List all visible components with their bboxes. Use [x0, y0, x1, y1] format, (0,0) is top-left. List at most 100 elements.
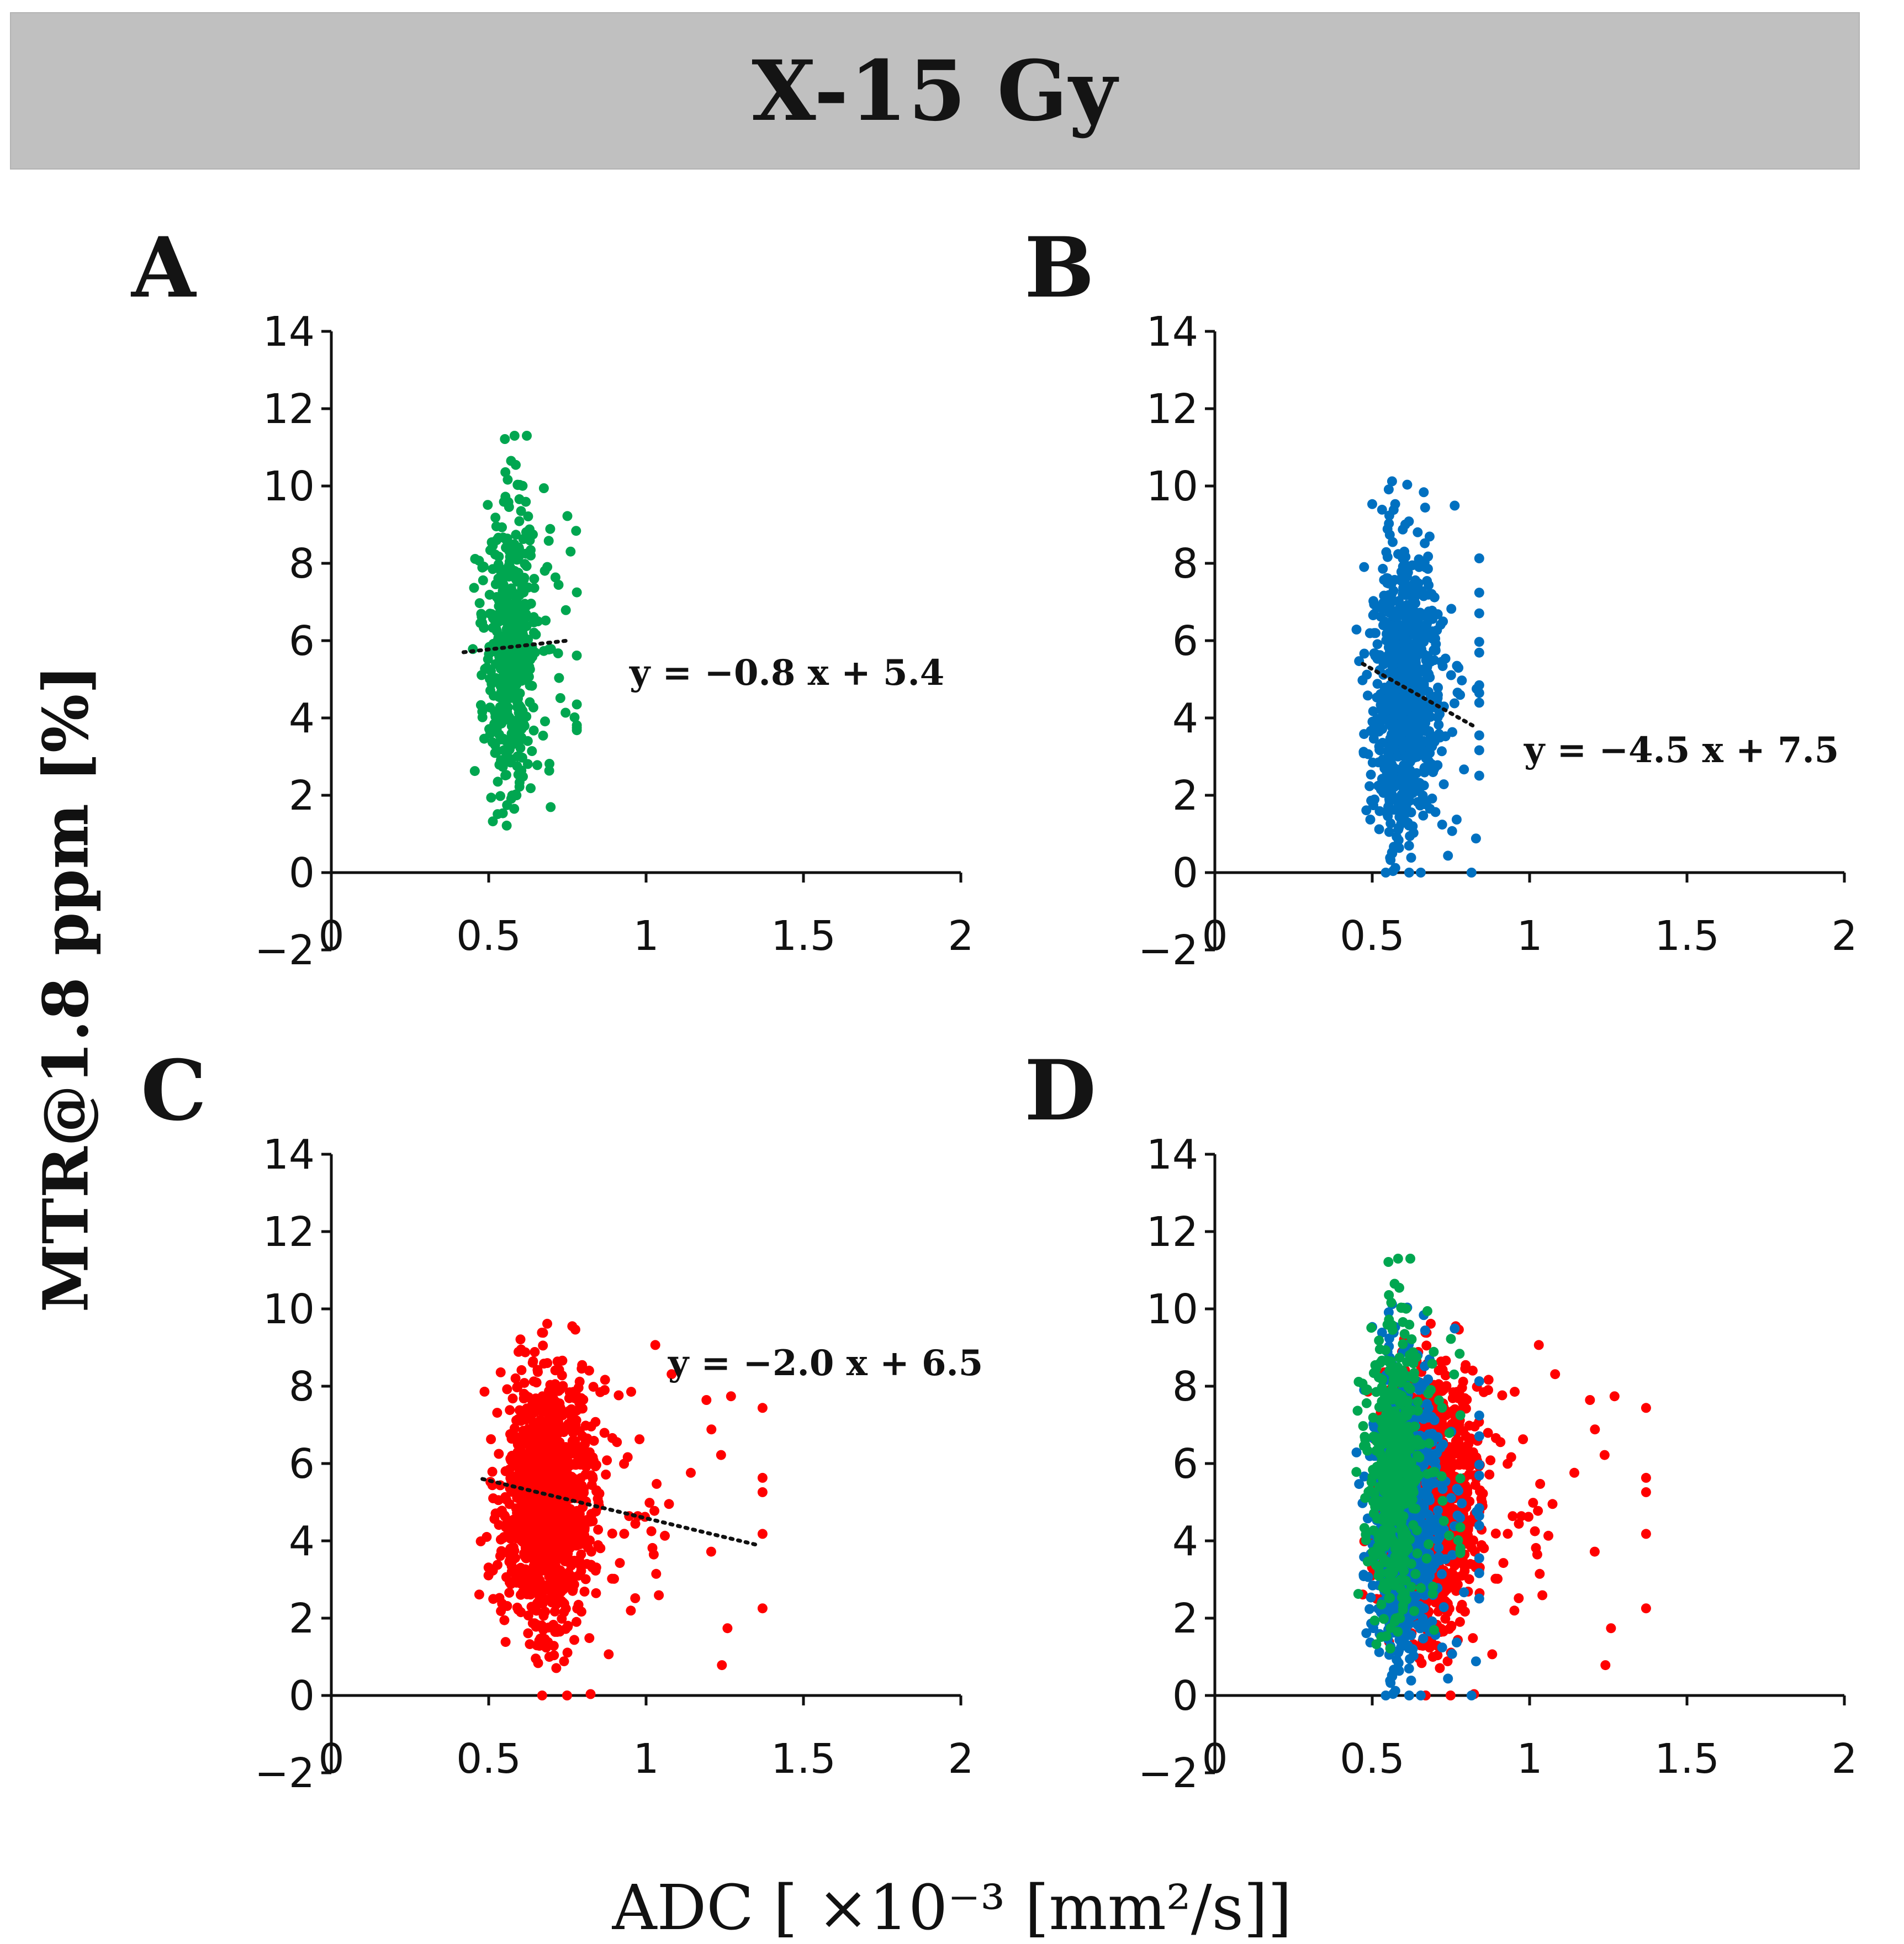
- data-point: [563, 511, 573, 521]
- data-point: [1418, 589, 1427, 599]
- data-point: [1416, 645, 1426, 654]
- data-point: [1399, 765, 1409, 775]
- data-point: [570, 1325, 580, 1335]
- data-point: [1365, 628, 1375, 638]
- data-point: [572, 1617, 581, 1627]
- data-point: [1493, 1574, 1503, 1584]
- y-tick-label: 10: [263, 1286, 315, 1333]
- data-point: [1384, 827, 1394, 837]
- data-point: [477, 707, 487, 717]
- data-point: [1416, 868, 1426, 878]
- data-point: [1387, 633, 1397, 643]
- data-point: [1403, 818, 1413, 828]
- data-point: [577, 1531, 587, 1541]
- data-point: [1427, 794, 1437, 804]
- data-point: [1406, 1676, 1416, 1686]
- data-point: [484, 724, 494, 734]
- data-point: [577, 1360, 587, 1370]
- data-point: [1382, 685, 1392, 695]
- data-point: [508, 1393, 518, 1403]
- data-point: [1405, 1654, 1415, 1664]
- data-point: [525, 1460, 535, 1470]
- data-point: [630, 1593, 640, 1603]
- data-point: [551, 1560, 560, 1570]
- data-point: [1352, 625, 1362, 635]
- data-point: [1474, 1594, 1484, 1604]
- y-tick-label: 14: [1146, 1131, 1198, 1179]
- data-point: [577, 1449, 587, 1459]
- data-point: [584, 1633, 594, 1643]
- data-point: [1468, 1633, 1478, 1643]
- y-tick-label: 12: [263, 385, 315, 433]
- data-point: [567, 1559, 577, 1569]
- data-point: [510, 662, 520, 672]
- data-point: [1362, 670, 1372, 680]
- data-point: [1474, 648, 1484, 658]
- y-tick-label: 0: [289, 849, 315, 897]
- x-tick-label: 0: [1202, 912, 1228, 960]
- y-tick-label: 14: [263, 308, 315, 356]
- data-point: [498, 809, 508, 818]
- data-point: [1402, 480, 1412, 490]
- data-point: [1418, 811, 1428, 821]
- data-point: [1531, 1543, 1541, 1553]
- data-point: [1361, 1628, 1371, 1638]
- data-point: [1420, 503, 1430, 513]
- data-point: [1384, 579, 1394, 589]
- data-point: [564, 1568, 574, 1578]
- data-point: [511, 460, 521, 470]
- data-point: [483, 500, 493, 510]
- data-point: [518, 772, 528, 781]
- data-point: [1419, 487, 1429, 497]
- data-point: [1548, 1499, 1558, 1509]
- data-point: [1366, 815, 1376, 825]
- data-point: [1432, 760, 1442, 770]
- data-point: [586, 1547, 596, 1557]
- data-point: [758, 1529, 768, 1539]
- data-point: [514, 516, 524, 526]
- data-point: [758, 1603, 768, 1613]
- data-point: [590, 1461, 600, 1471]
- data-point: [1374, 825, 1384, 834]
- data-point: [544, 1572, 554, 1582]
- y-tick-label: 10: [1146, 1286, 1198, 1333]
- data-point: [1408, 561, 1418, 570]
- data-point: [500, 492, 510, 501]
- y-tick-label: 8: [1172, 1363, 1198, 1411]
- data-point: [1427, 1412, 1437, 1422]
- data-point: [570, 712, 580, 722]
- y-tick-label: 2: [289, 772, 315, 820]
- data-point: [722, 1623, 732, 1633]
- data-point: [1483, 1428, 1493, 1438]
- data-point: [521, 1413, 531, 1423]
- data-point: [607, 1529, 617, 1539]
- data-point: [1404, 1663, 1414, 1673]
- data-point: [1432, 1448, 1442, 1458]
- data-point: [563, 1647, 573, 1657]
- data-point: [1446, 670, 1456, 680]
- data-point: [1432, 625, 1442, 635]
- data-point: [530, 1618, 540, 1628]
- data-point: [1418, 1634, 1428, 1644]
- data-point: [706, 1424, 716, 1434]
- data-point: [1385, 530, 1395, 540]
- data-point: [1499, 1558, 1509, 1568]
- data-point: [538, 1625, 548, 1635]
- data-point: [1387, 1671, 1397, 1681]
- data-point: [484, 1562, 494, 1572]
- x-tick-label: 0.5: [1340, 912, 1405, 960]
- data-point: [545, 1482, 555, 1492]
- data-point: [1508, 1511, 1517, 1521]
- data-point: [1382, 768, 1392, 778]
- data-point: [544, 1502, 554, 1512]
- data-point: [1474, 1460, 1484, 1470]
- data-point: [1441, 654, 1451, 664]
- y-tick-label: 12: [1146, 1208, 1198, 1256]
- regression-equation: y = −4.5 x + 7.5: [1524, 730, 1839, 771]
- data-point: [577, 1607, 586, 1617]
- data-point: [600, 1428, 610, 1438]
- data-point: [1406, 853, 1416, 863]
- data-point: [546, 1427, 556, 1436]
